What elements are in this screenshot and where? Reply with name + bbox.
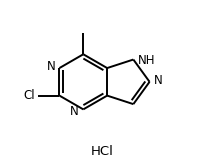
- Text: Cl: Cl: [23, 89, 35, 102]
- Text: NH: NH: [137, 54, 154, 67]
- Text: HCl: HCl: [91, 145, 113, 158]
- Text: N: N: [46, 60, 55, 73]
- Text: N: N: [153, 74, 162, 87]
- Text: N: N: [70, 105, 79, 118]
